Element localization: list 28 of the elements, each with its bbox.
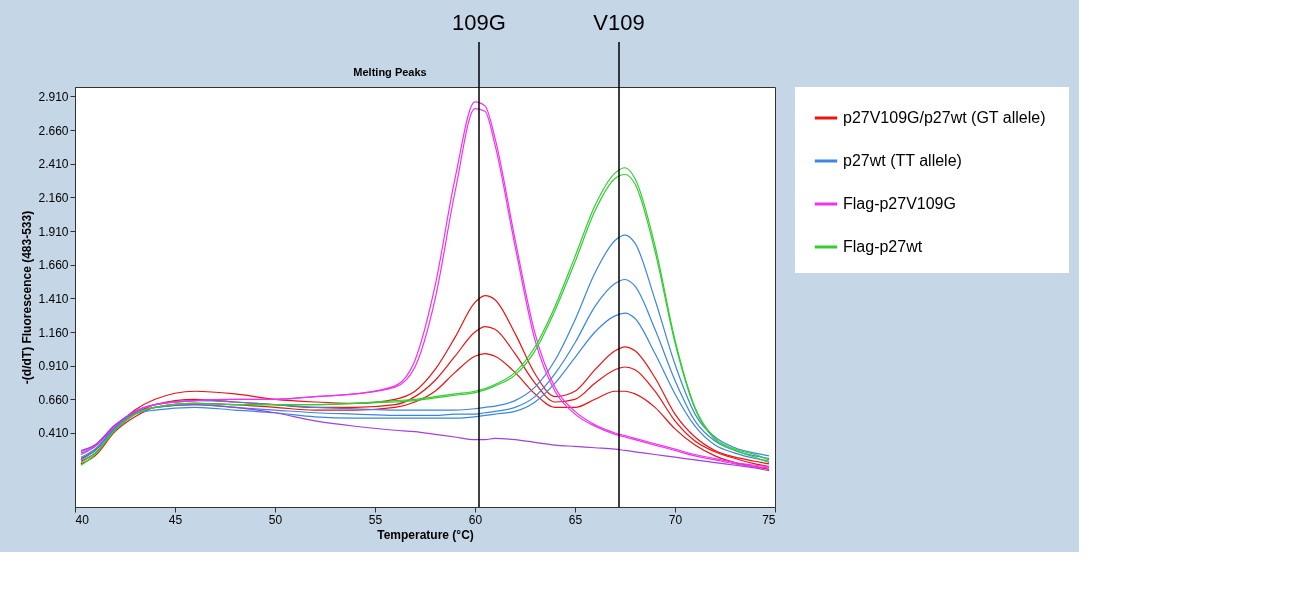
x-tick-label: 70 <box>668 512 683 527</box>
legend-label: p27V109G/p27wt (GT allele) <box>843 109 1046 126</box>
y-tick-label: 0.910 <box>38 359 69 374</box>
y-tick-label: 1.910 <box>38 224 69 239</box>
y-axis-title: -(d/dT) Fluorescence (483-533) <box>20 210 35 385</box>
x-axis-title: Temperature (°C) <box>377 527 474 542</box>
x-tick-label: 50 <box>268 512 283 527</box>
ref-line-label: 109G <box>452 10 506 35</box>
x-tick-label: 40 <box>75 512 90 527</box>
legend-label: Flag-p27V109G <box>843 195 956 212</box>
x-tick-label: 55 <box>368 512 383 527</box>
ref-line-label: V109 <box>593 10 645 35</box>
legend-label: Flag-p27wt <box>843 238 923 255</box>
x-tick-label: 65 <box>568 512 583 527</box>
y-tick-label: 0.660 <box>38 392 69 407</box>
x-tick-label: 60 <box>468 512 483 527</box>
y-tick-label: 2.660 <box>38 123 69 138</box>
y-tick-label: 0.410 <box>38 426 69 441</box>
y-tick-label: 1.660 <box>38 258 69 273</box>
chart-title: Melting Peaks <box>353 66 427 78</box>
x-tick-label: 45 <box>168 512 183 527</box>
y-tick-label: 2.410 <box>38 157 69 172</box>
x-tick-label: 75 <box>762 512 776 527</box>
y-tick-label: 2.160 <box>38 190 69 205</box>
y-tick-label: 1.410 <box>38 291 69 306</box>
legend-label: p27wt (TT allele) <box>843 152 962 169</box>
y-tick-label: 1.160 <box>38 325 69 340</box>
y-tick-label: 2.910 <box>38 89 69 104</box>
